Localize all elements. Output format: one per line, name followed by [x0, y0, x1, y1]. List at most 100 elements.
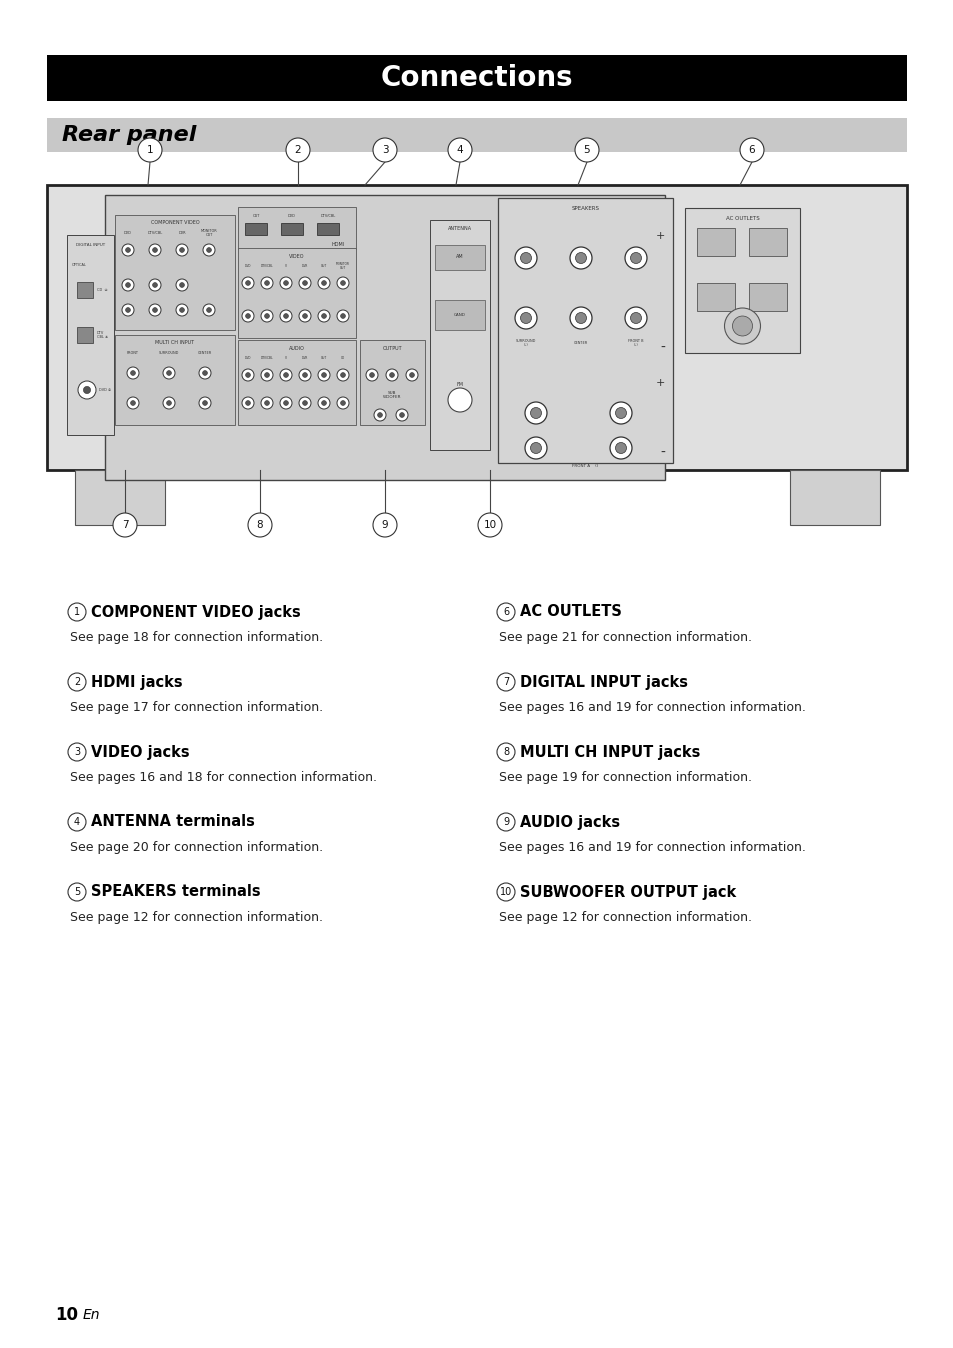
Circle shape: [624, 307, 646, 329]
Circle shape: [575, 252, 586, 263]
Circle shape: [68, 813, 86, 830]
Circle shape: [245, 372, 250, 377]
Circle shape: [723, 307, 760, 344]
Text: See page 12 for connection information.: See page 12 for connection information.: [498, 911, 751, 925]
Circle shape: [317, 310, 330, 322]
Text: +: +: [655, 231, 664, 241]
Bar: [497, 198, 672, 462]
Circle shape: [321, 314, 326, 318]
Text: CENTER: CENTER: [197, 350, 212, 355]
Circle shape: [280, 398, 292, 408]
Bar: [281, 222, 303, 235]
Text: VIDEO jacks: VIDEO jacks: [91, 744, 190, 759]
Bar: [47, 185, 906, 470]
Circle shape: [630, 252, 640, 263]
Circle shape: [283, 400, 288, 406]
Circle shape: [261, 369, 273, 381]
Text: En: En: [83, 1308, 100, 1322]
Circle shape: [122, 305, 133, 315]
Text: DTV/CBL: DTV/CBL: [147, 231, 162, 235]
Circle shape: [409, 372, 414, 377]
Circle shape: [395, 408, 408, 421]
Circle shape: [127, 367, 139, 379]
Circle shape: [264, 372, 269, 377]
Circle shape: [317, 398, 330, 408]
Text: 1: 1: [147, 146, 153, 155]
Circle shape: [149, 305, 161, 315]
Circle shape: [302, 372, 307, 377]
Bar: [237, 208, 355, 249]
Circle shape: [126, 307, 131, 313]
Circle shape: [575, 313, 586, 324]
Circle shape: [264, 400, 269, 406]
Circle shape: [340, 400, 345, 406]
Circle shape: [624, 247, 646, 270]
Circle shape: [126, 283, 131, 287]
Bar: [435, 245, 484, 270]
Circle shape: [283, 280, 288, 286]
Text: FRONT: FRONT: [127, 350, 139, 355]
Circle shape: [286, 137, 310, 162]
Circle shape: [152, 248, 157, 252]
Circle shape: [264, 314, 269, 318]
Text: 5: 5: [583, 146, 590, 155]
Bar: [684, 208, 800, 353]
Circle shape: [336, 310, 349, 322]
Text: HDMI: HDMI: [331, 241, 344, 247]
Text: DIGITAL INPUT jacks: DIGITAL INPUT jacks: [519, 674, 687, 689]
Circle shape: [280, 276, 292, 288]
Circle shape: [131, 400, 135, 406]
Circle shape: [373, 514, 396, 537]
Text: MULTI CH INPUT: MULTI CH INPUT: [155, 341, 194, 345]
Circle shape: [302, 314, 307, 318]
Text: See pages 16 and 19 for connection information.: See pages 16 and 19 for connection infor…: [498, 841, 805, 855]
Circle shape: [283, 372, 288, 377]
Text: 3: 3: [74, 747, 80, 758]
Circle shape: [207, 248, 212, 252]
Text: AC OUTLETS: AC OUTLETS: [725, 216, 759, 221]
Text: 10: 10: [55, 1306, 78, 1324]
Text: -: -: [659, 446, 664, 460]
Text: DVD: DVD: [288, 214, 295, 218]
Circle shape: [163, 398, 174, 408]
Circle shape: [615, 442, 626, 453]
Bar: [789, 470, 879, 524]
Text: DIGITAL INPUT: DIGITAL INPUT: [76, 243, 105, 247]
Circle shape: [242, 310, 253, 322]
Text: DVR: DVR: [178, 231, 186, 235]
Circle shape: [261, 398, 273, 408]
Bar: [105, 195, 664, 480]
Text: V: V: [285, 356, 287, 360]
Circle shape: [515, 307, 537, 329]
Circle shape: [149, 279, 161, 291]
Circle shape: [336, 369, 349, 381]
Circle shape: [575, 137, 598, 162]
Circle shape: [317, 276, 330, 288]
Circle shape: [366, 369, 377, 381]
Text: DVD: DVD: [245, 356, 251, 360]
Text: 7: 7: [502, 677, 509, 687]
Circle shape: [199, 398, 211, 408]
Bar: [359, 340, 424, 425]
Text: 9: 9: [502, 817, 509, 828]
Text: Connections: Connections: [380, 63, 573, 92]
Circle shape: [515, 247, 537, 270]
Text: OUT: OUT: [320, 356, 327, 360]
Circle shape: [122, 244, 133, 256]
Circle shape: [179, 307, 184, 313]
Text: 3: 3: [381, 146, 388, 155]
Text: CENTER: CENTER: [574, 341, 587, 345]
Circle shape: [280, 310, 292, 322]
Circle shape: [207, 307, 212, 313]
Bar: [115, 336, 234, 425]
Circle shape: [340, 280, 345, 286]
Text: SUBWOOFER OUTPUT jack: SUBWOOFER OUTPUT jack: [519, 884, 736, 899]
Text: DTV/CBL: DTV/CBL: [320, 214, 335, 218]
Text: Rear panel: Rear panel: [62, 125, 196, 146]
Bar: [245, 222, 267, 235]
Bar: [316, 222, 338, 235]
Circle shape: [199, 367, 211, 379]
Circle shape: [298, 369, 311, 381]
Circle shape: [167, 371, 172, 375]
Text: AUDIO: AUDIO: [289, 345, 305, 350]
